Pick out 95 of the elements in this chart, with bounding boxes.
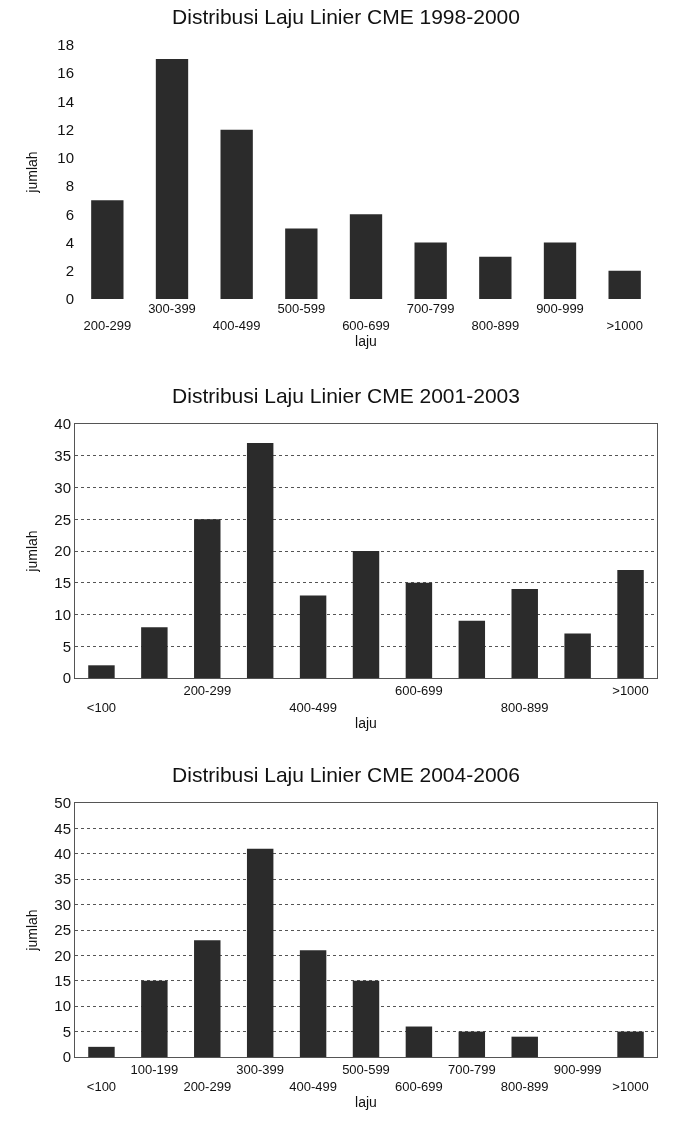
x-tick-label: >1000 bbox=[612, 1078, 649, 1094]
bar bbox=[246, 848, 274, 1057]
bar bbox=[285, 228, 318, 299]
bar bbox=[194, 519, 221, 678]
x-tick-label: 600-699 bbox=[342, 317, 390, 333]
bar bbox=[194, 940, 221, 1057]
x-tick-label: 600-699 bbox=[395, 682, 443, 698]
x-tick-label: >1000 bbox=[606, 317, 643, 333]
bar bbox=[458, 620, 486, 678]
y-tick-label: 30 bbox=[54, 478, 71, 496]
x-tick-label: <100 bbox=[86, 699, 117, 715]
y-tick-label: 14 bbox=[57, 92, 74, 110]
y-tick-label: 50 bbox=[54, 794, 71, 812]
y-tick-label: 10 bbox=[54, 997, 71, 1015]
y-tick-label: 16 bbox=[57, 64, 74, 82]
y-tick-label: 0 bbox=[65, 290, 74, 308]
y-tick-label: 18 bbox=[57, 36, 74, 54]
x-tick-label: 800-899 bbox=[500, 699, 549, 715]
x-tick-label: 500-599 bbox=[342, 1061, 390, 1077]
x-tick-label: 300-399 bbox=[236, 1061, 285, 1077]
x-tick-label: 900-999 bbox=[553, 1061, 602, 1077]
bar bbox=[479, 256, 512, 299]
bar bbox=[617, 570, 644, 678]
x-tick-label: 700-799 bbox=[406, 301, 455, 316]
x-tick-label: 500-599 bbox=[277, 301, 326, 316]
bar bbox=[91, 200, 124, 299]
bar bbox=[405, 582, 433, 678]
x-tick-label: 800-899 bbox=[471, 317, 520, 333]
x-tick-label: 600-699 bbox=[395, 1078, 443, 1094]
bar bbox=[608, 270, 641, 299]
y-tick-label: 25 bbox=[54, 510, 71, 528]
y-tick-label: 6 bbox=[65, 205, 74, 223]
x-axis-title: laju bbox=[355, 333, 377, 350]
x-axis-title: laju bbox=[355, 1093, 377, 1110]
x-tick-label: 300-399 bbox=[148, 301, 196, 316]
bar bbox=[141, 980, 168, 1057]
y-tick-label: 35 bbox=[54, 447, 71, 464]
y-tick-label: 10 bbox=[57, 149, 74, 167]
y-tick-label: 4 bbox=[65, 233, 74, 251]
y-tick-label: 12 bbox=[57, 120, 74, 138]
y-axis-title: jumlah bbox=[24, 530, 40, 573]
y-tick-label: 0 bbox=[62, 669, 71, 687]
bar bbox=[349, 214, 383, 299]
x-tick-label: 400-499 bbox=[289, 699, 337, 715]
y-tick-label: 8 bbox=[65, 177, 74, 195]
bar bbox=[511, 589, 538, 678]
x-tick-label: 400-499 bbox=[212, 317, 261, 333]
bar bbox=[88, 665, 115, 678]
y-tick-label: 25 bbox=[54, 921, 71, 939]
x-tick-label: 800-899 bbox=[500, 1078, 549, 1094]
bar bbox=[414, 242, 447, 299]
y-tick-label: 40 bbox=[54, 415, 71, 433]
bar bbox=[458, 1031, 486, 1057]
x-tick-label: 200-299 bbox=[183, 1078, 232, 1094]
x-tick-label: >1000 bbox=[612, 682, 649, 698]
bar bbox=[88, 1046, 115, 1057]
bar bbox=[564, 633, 591, 678]
bar bbox=[543, 242, 577, 299]
y-tick-label: 30 bbox=[54, 895, 71, 913]
chart-title: Distribusi Laju Linier CME 2001-2003 bbox=[172, 384, 520, 408]
y-tick-label: 5 bbox=[62, 1022, 71, 1040]
bar bbox=[299, 595, 327, 678]
y-tick-label: 5 bbox=[62, 637, 71, 655]
x-tick-label: 200-299 bbox=[183, 682, 232, 698]
y-axis-title: jumlah bbox=[24, 151, 40, 194]
chart-title: Distribusi Laju Linier CME 1998-2000 bbox=[172, 5, 520, 29]
bar bbox=[155, 59, 189, 299]
y-tick-label: 20 bbox=[54, 542, 71, 560]
bar bbox=[299, 950, 327, 1057]
y-tick-label: 40 bbox=[54, 845, 71, 863]
bar bbox=[352, 980, 380, 1057]
x-tick-label: 100-199 bbox=[130, 1061, 179, 1077]
y-axis-title: jumlah bbox=[24, 909, 40, 952]
x-tick-label: 400-499 bbox=[289, 1078, 337, 1094]
bar bbox=[141, 627, 168, 678]
y-tick-label: 15 bbox=[54, 574, 71, 591]
bar bbox=[246, 443, 274, 678]
bar bbox=[617, 1031, 644, 1057]
bar bbox=[511, 1036, 538, 1057]
bar bbox=[352, 551, 380, 678]
x-tick-label: 200-299 bbox=[83, 317, 132, 333]
x-tick-label: 900-999 bbox=[536, 301, 584, 316]
bar bbox=[405, 1026, 433, 1057]
y-tick-label: 0 bbox=[62, 1048, 71, 1066]
y-tick-label: 20 bbox=[54, 946, 71, 964]
y-tick-label: 10 bbox=[54, 605, 71, 623]
x-tick-label: <100 bbox=[86, 1078, 117, 1094]
y-tick-label: 45 bbox=[54, 819, 71, 837]
y-tick-label: 35 bbox=[54, 870, 71, 888]
x-tick-label: 700-799 bbox=[447, 1061, 496, 1077]
y-tick-label: 2 bbox=[65, 262, 74, 280]
x-axis-title: laju bbox=[355, 714, 377, 731]
bar bbox=[220, 129, 253, 299]
chart-title: Distribusi Laju Linier CME 2004-2006 bbox=[172, 763, 520, 787]
y-tick-label: 15 bbox=[54, 972, 71, 990]
